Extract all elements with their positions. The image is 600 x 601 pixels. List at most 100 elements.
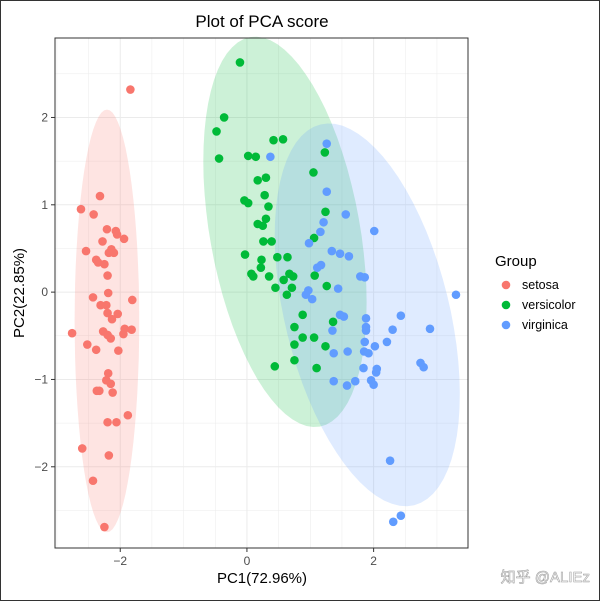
point-setosa	[88, 476, 98, 486]
point-versicolor	[251, 152, 261, 162]
point-versicolor	[235, 58, 245, 67]
point-virginica	[322, 187, 332, 196]
point-versicolor	[320, 148, 330, 157]
point-virginica	[396, 311, 406, 321]
point-versicolor	[267, 237, 276, 246]
point-virginica	[316, 260, 326, 270]
point-virginica	[396, 511, 406, 520]
plot-panel	[55, 38, 468, 548]
point-virginica	[335, 249, 345, 259]
point-virginica	[369, 226, 379, 236]
point-versicolor	[328, 317, 338, 327]
y-axis-label: PC2(22.85%)	[11, 248, 28, 338]
point-virginica	[419, 362, 428, 372]
point-virginica	[327, 246, 337, 256]
point-setosa	[108, 388, 117, 397]
point-versicolor	[273, 252, 282, 262]
point-setosa	[100, 259, 109, 269]
watermark: 知乎 @ALIEz	[501, 569, 590, 586]
point-setosa	[83, 340, 92, 349]
legend-label-setosa: setosa	[522, 278, 559, 292]
legend-key-versicolor	[501, 300, 511, 310]
point-virginica	[359, 363, 368, 373]
grid	[55, 38, 468, 548]
point-setosa	[106, 334, 116, 343]
point-setosa	[119, 234, 129, 244]
point-virginica	[360, 272, 370, 282]
point-versicolor	[270, 362, 280, 371]
point-versicolor	[283, 252, 292, 262]
point-virginica	[370, 341, 380, 351]
point-setosa	[114, 346, 123, 355]
point-setosa	[98, 237, 107, 246]
y-tick-label: 2	[41, 110, 48, 124]
y-tick-label: 1	[41, 198, 48, 212]
point-setosa	[127, 295, 137, 305]
chart-title: Plot of PCA score	[195, 12, 328, 31]
legend-key-setosa	[501, 280, 511, 290]
point-virginica	[350, 376, 360, 386]
point-setosa	[119, 329, 128, 339]
legend-label-virginica: virginica	[522, 318, 568, 332]
point-versicolor	[282, 290, 292, 300]
point-setosa	[95, 386, 104, 396]
point-setosa	[88, 293, 98, 302]
point-versicolor	[264, 272, 274, 281]
x-tick-label: 0	[244, 554, 251, 568]
point-versicolor	[257, 255, 266, 265]
point-versicolor	[212, 127, 221, 136]
point-versicolor	[322, 281, 332, 291]
point-setosa	[102, 224, 112, 234]
y-tick-label: −2	[34, 460, 48, 474]
point-setosa	[81, 246, 91, 256]
point-setosa	[103, 271, 112, 280]
legend-key-virginica	[501, 320, 511, 330]
point-virginica	[342, 381, 352, 390]
point-virginica	[316, 227, 325, 237]
point-setosa	[77, 444, 87, 453]
point-virginica	[361, 326, 371, 335]
point-versicolor	[243, 198, 253, 208]
x-tick-label: 2	[370, 554, 377, 568]
point-virginica	[341, 210, 351, 219]
point-setosa	[112, 417, 121, 427]
legend-title: Group	[495, 253, 537, 270]
point-versicolor	[279, 275, 288, 285]
point-versicolor	[243, 151, 253, 161]
point-versicolor	[309, 333, 319, 342]
point-setosa	[102, 300, 111, 310]
point-setosa	[126, 85, 135, 94]
point-setosa	[67, 328, 77, 338]
point-virginica	[343, 347, 352, 356]
point-versicolor	[269, 135, 278, 145]
point-virginica	[322, 139, 332, 148]
point-virginica	[329, 348, 339, 358]
point-versicolor	[264, 202, 273, 211]
point-virginica	[382, 337, 392, 347]
point-versicolor	[259, 237, 268, 246]
point-virginica	[371, 368, 381, 377]
point-setosa	[76, 204, 86, 214]
point-setosa	[103, 288, 113, 298]
point-virginica	[266, 152, 275, 162]
point-versicolor	[310, 271, 320, 280]
point-virginica	[304, 238, 314, 248]
point-virginica	[328, 326, 337, 335]
point-versicolor	[261, 173, 271, 183]
point-setosa	[106, 379, 116, 389]
plot-border	[54, 37, 469, 549]
point-versicolor	[219, 113, 229, 122]
point-virginica	[361, 314, 371, 323]
point-setosa	[100, 522, 109, 532]
point-virginica	[364, 348, 373, 358]
point-versicolor	[288, 272, 298, 281]
x-axis-label: PC1(72.96%)	[217, 570, 307, 587]
point-versicolor	[278, 135, 288, 144]
point-setosa	[103, 308, 112, 318]
point-setosa	[123, 410, 133, 420]
point-versicolor	[290, 322, 299, 332]
point-virginica	[307, 294, 317, 304]
point-versicolor	[287, 283, 297, 293]
y-tick-label: −1	[34, 372, 48, 386]
